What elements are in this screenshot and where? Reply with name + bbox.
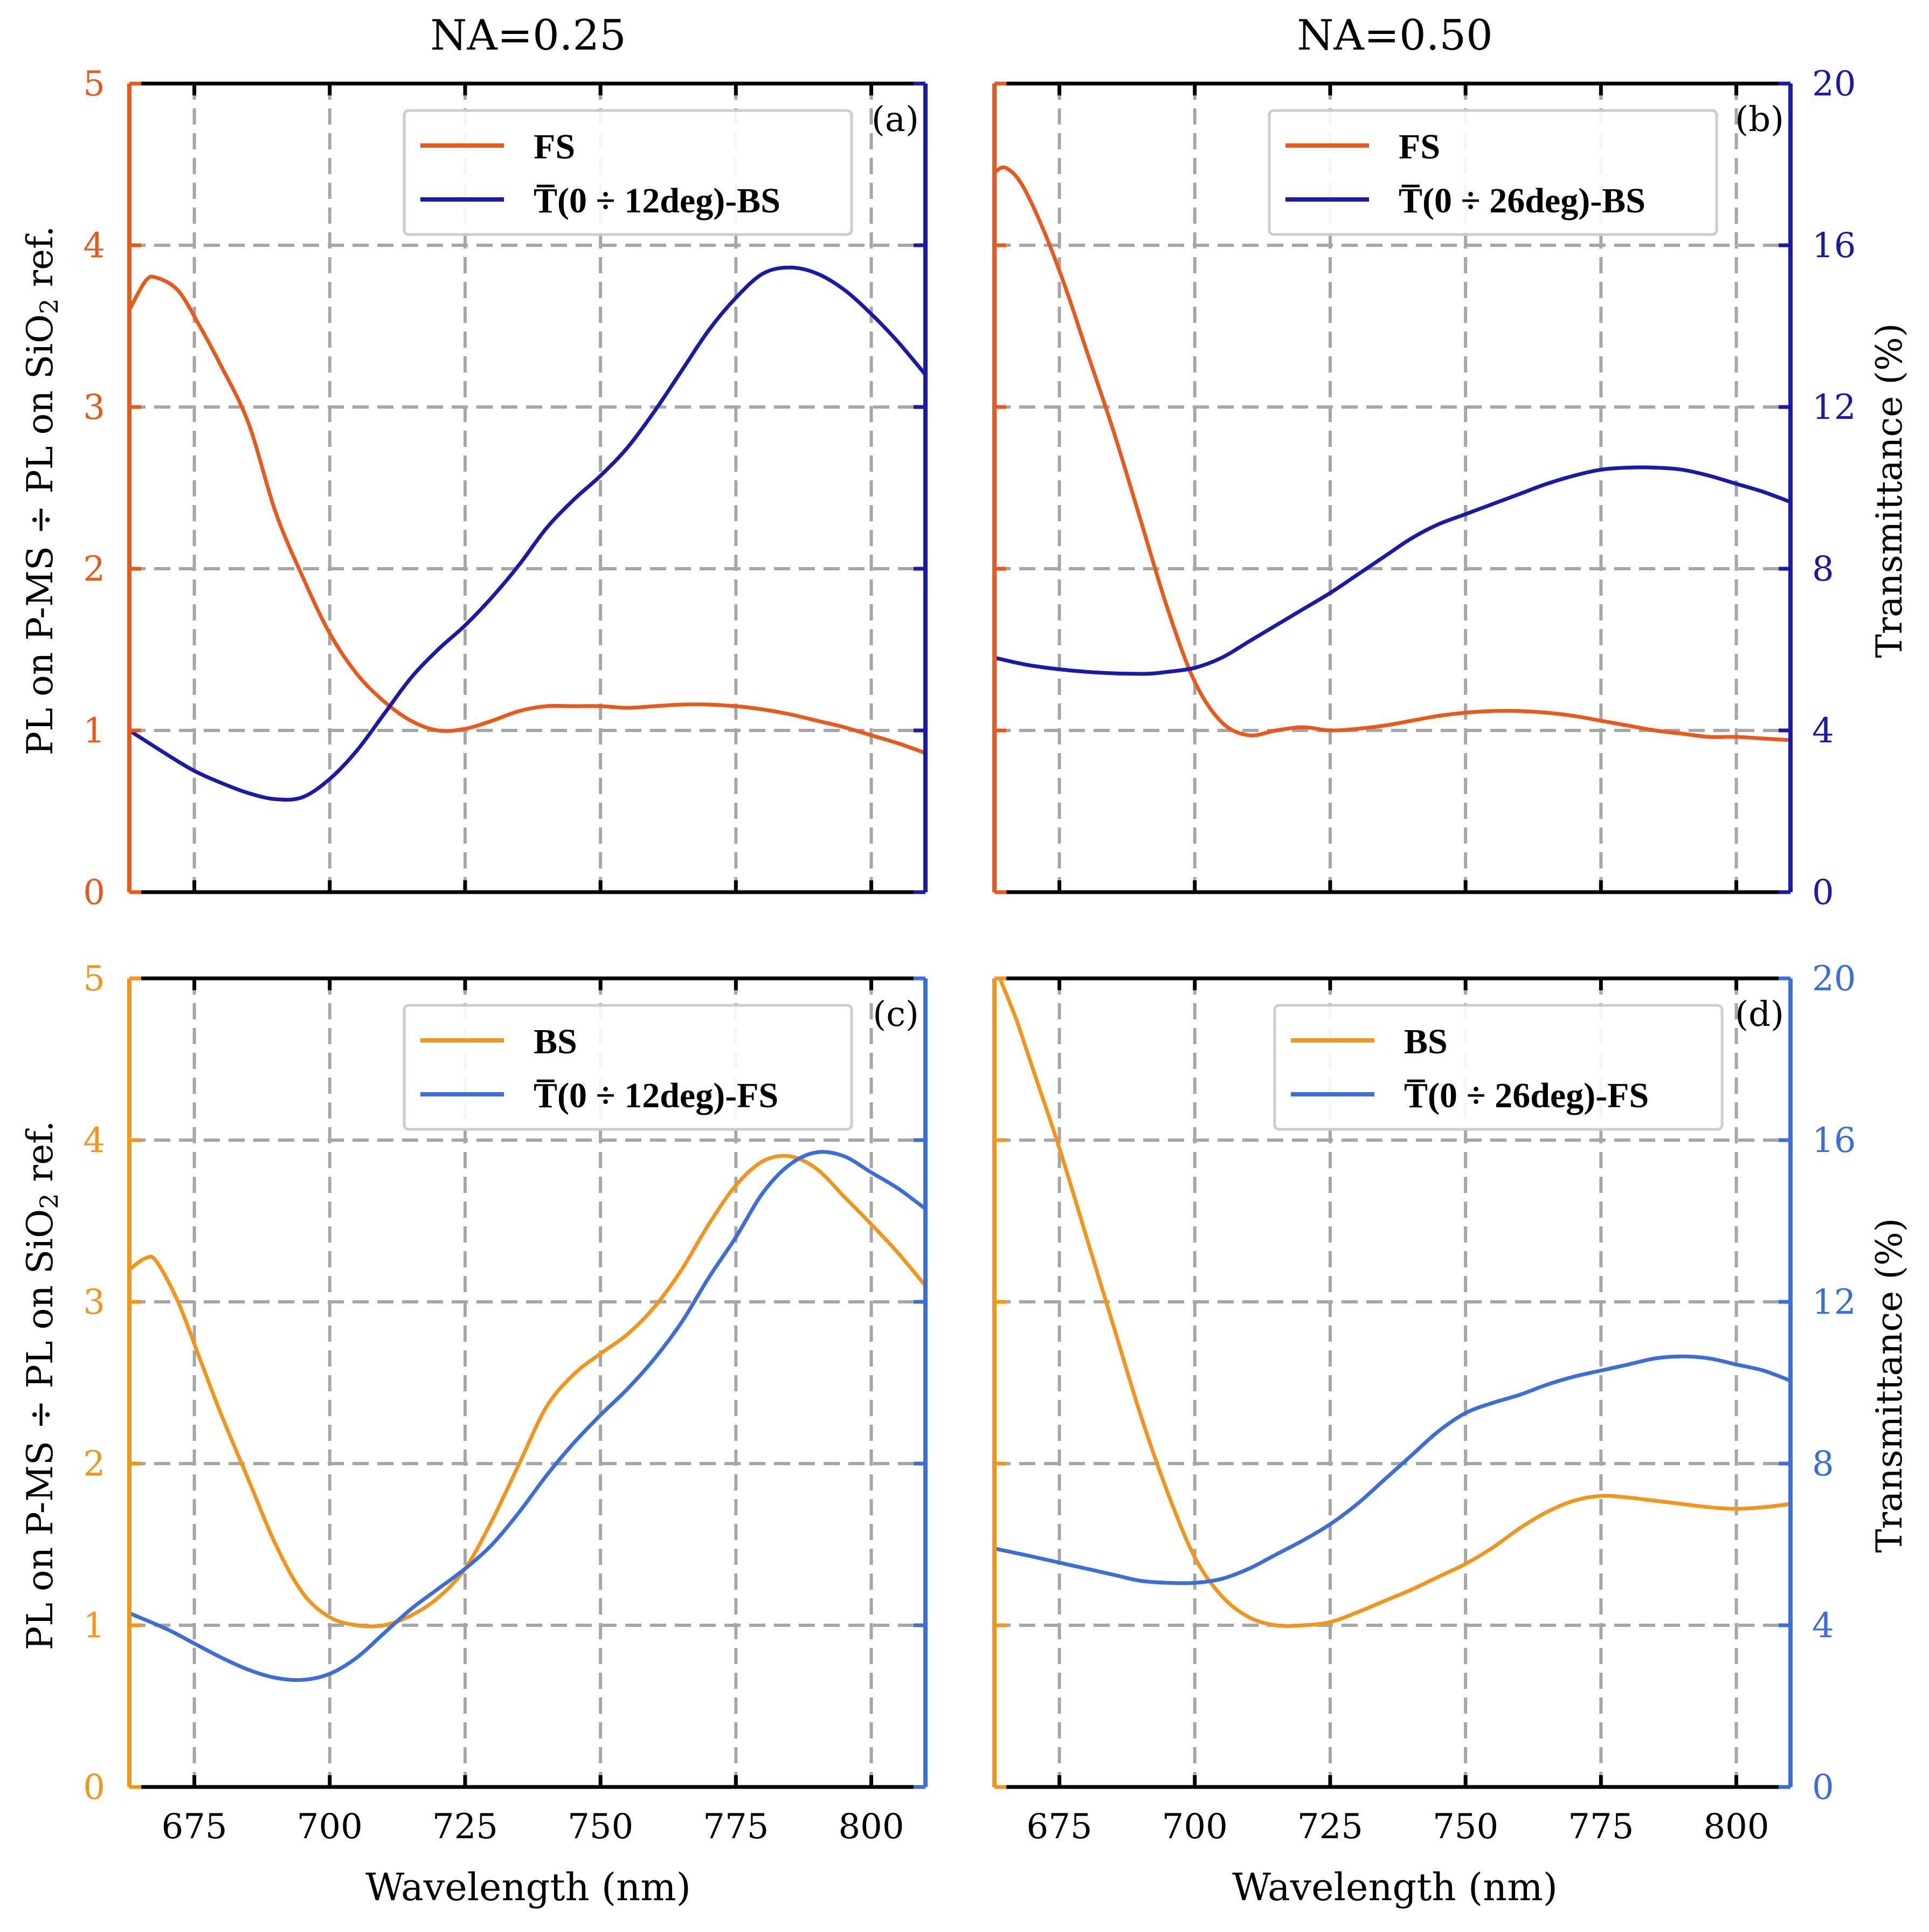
panel-c-ytick-label-0: 0 — [83, 1768, 105, 1807]
column-title-right: NA=0.50 — [1297, 11, 1493, 60]
panel-c-ytick-label-2: 2 — [83, 1444, 105, 1484]
panel-c-xtick-label-700: 700 — [297, 1807, 363, 1847]
panel-d-y2tick-label-4: 4 — [1812, 1606, 1834, 1646]
left-axis-label-top-sub: 2 — [34, 298, 64, 314]
left-axis-label-bottom-sub: 2 — [34, 1193, 64, 1209]
panel-b-legend-label-0: FS — [1399, 127, 1440, 167]
panel-d: 675 700 725 750 775 800 0 4 8 12 16 20 (d) BS T̅(0 ÷ 2… — [992, 959, 1856, 1847]
panel-b-y2tick-label-20: 20 — [1812, 64, 1856, 104]
panel-d-xtick-label-775: 775 — [1568, 1807, 1634, 1847]
panel-c-xtick-label-675: 675 — [161, 1807, 227, 1847]
panel-b-y2tick-label-0: 0 — [1812, 873, 1834, 913]
panel-c-xtick-label-750: 750 — [568, 1807, 633, 1847]
panel-c-legend-label-1: T̅(0 ÷ 12deg)-FS — [534, 1076, 778, 1115]
panel-a-ytick-label-5: 5 — [83, 64, 105, 104]
panel-c-xtick-label-775: 775 — [703, 1807, 769, 1847]
panel-d-y2tick-label-12: 12 — [1812, 1282, 1856, 1322]
panel-d-legend: BS T̅(0 ÷ 26deg)-FS — [1273, 1004, 1724, 1131]
panel-b-series-pl-line — [994, 165, 1790, 742]
left-axis-label-bottom-end: ref. — [19, 1121, 61, 1193]
panel-c-ytick-label-4: 4 — [83, 1121, 105, 1161]
panel-b-y2tick-label-4: 4 — [1812, 711, 1834, 751]
panel-b-y2tick-label-8: 8 — [1812, 549, 1834, 589]
panel-a-legend-label-1: T̅(0 ÷ 12deg)-BS — [534, 181, 780, 220]
left-axis-label-top-main: PL on P-MS ÷ PL on SiO — [19, 314, 61, 755]
panel-b: 0 4 8 12 16 20 (b) FS T̅(0 ÷ 26deg)-BS — [992, 64, 1856, 913]
panel-a-curves — [129, 265, 925, 802]
panel-a-legend-box — [403, 109, 853, 236]
panel-d-y2tick-label-8: 8 — [1812, 1444, 1834, 1484]
panel-d-xtick-label-800: 800 — [1703, 1807, 1769, 1847]
panel-c-ytick-label-5: 5 — [83, 959, 105, 999]
panel-a-ytick-label-4: 4 — [83, 226, 105, 266]
panel-d-xtick-label-700: 700 — [1162, 1807, 1228, 1847]
panel-d-y2tick-label-0: 0 — [1812, 1768, 1834, 1807]
panel-b-legend-label-1: T̅(0 ÷ 26deg)-BS — [1399, 181, 1645, 220]
left-axis-label-bottom-main: PL on P-MS ÷ PL on SiO — [19, 1209, 61, 1650]
panel-c-xtick-label-725: 725 — [432, 1807, 498, 1847]
panel-a-ytick-label-3: 3 — [83, 388, 105, 427]
x-axis-label-right: Wavelength (nm) — [1232, 1865, 1558, 1909]
panel-a-label: (a) — [872, 100, 919, 140]
panel-d-series-transmittance-line — [994, 1354, 1790, 1585]
panel-c-ytick-label-1: 1 — [83, 1606, 105, 1646]
panel-d-y2tick-label-20: 20 — [1812, 959, 1856, 999]
panel-a-ytick-label-1: 1 — [83, 711, 105, 751]
right-axis-label-bottom: Transmittance (%) — [1869, 1218, 1910, 1552]
column-title-left: NA=0.25 — [430, 11, 626, 60]
panel-c-label: (c) — [873, 995, 919, 1034]
panel-d-series-pl-line — [998, 978, 1790, 1628]
panel-a-series-transmittance-line — [129, 265, 925, 802]
left-axis-label-bottom: PL on P-MS ÷ PL on SiO2 ref. — [19, 1121, 64, 1650]
panel-a-ytick-label-0: 0 — [83, 873, 105, 913]
panel-d-y2tick-label-16: 16 — [1812, 1121, 1856, 1161]
panel-d-legend-box — [1273, 1004, 1724, 1131]
panel-b-curves — [994, 165, 1790, 742]
left-axis-label-top: PL on P-MS ÷ PL on SiO2 ref. — [19, 226, 64, 755]
right-axis-label-top: Transmittance (%) — [1869, 323, 1910, 658]
x-axis-label-left: Wavelength (nm) — [365, 1865, 691, 1909]
panel-d-xtick-label-725: 725 — [1297, 1807, 1363, 1847]
panel-c-ytick-label-3: 3 — [83, 1282, 105, 1322]
panel-a-ytick-label-2: 2 — [83, 549, 105, 589]
panel-d-curves — [994, 978, 1790, 1628]
panel-c-series-transmittance-line — [129, 1150, 925, 1682]
panel-d-label: (d) — [1735, 995, 1784, 1034]
panel-c-legend-label-0: BS — [534, 1022, 577, 1061]
panel-c: 675 700 725 750 775 800 0 1 2 3 4 5 (c) BS T̅(0 ÷ 12de… — [83, 959, 928, 1847]
panel-b-legend-box — [1268, 109, 1718, 236]
panel-b-label: (b) — [1735, 100, 1784, 140]
panel-c-legend: BS T̅(0 ÷ 12deg)-FS — [403, 1004, 853, 1131]
panel-b-y2tick-label-16: 16 — [1812, 226, 1856, 266]
panel-b-legend: FS T̅(0 ÷ 26deg)-BS — [1268, 109, 1718, 236]
panel-c-series-pl-line — [129, 1154, 925, 1629]
panel-b-series-transmittance-line — [994, 465, 1790, 676]
panel-d-legend-label-0: BS — [1404, 1022, 1448, 1061]
panel-c-legend-box — [403, 1004, 853, 1131]
panel-a-series-pl-line — [129, 274, 925, 755]
panel-d-xtick-label-675: 675 — [1026, 1807, 1092, 1847]
panel-a-legend-label-0: FS — [534, 127, 575, 167]
panel-a: 0 1 2 3 4 5 (a) FS T̅(0 ÷ 12deg)-BS — [83, 64, 928, 913]
panel-c-curves — [129, 1150, 925, 1682]
panel-a-legend: FS T̅(0 ÷ 12deg)-BS — [403, 109, 853, 236]
left-axis-label-top-end: ref. — [19, 226, 61, 299]
panel-d-xtick-label-750: 750 — [1433, 1807, 1498, 1847]
panel-d-legend-label-1: T̅(0 ÷ 26deg)-FS — [1404, 1076, 1649, 1115]
panel-c-xtick-label-800: 800 — [838, 1807, 904, 1847]
panel-b-y2tick-label-12: 12 — [1812, 388, 1856, 427]
